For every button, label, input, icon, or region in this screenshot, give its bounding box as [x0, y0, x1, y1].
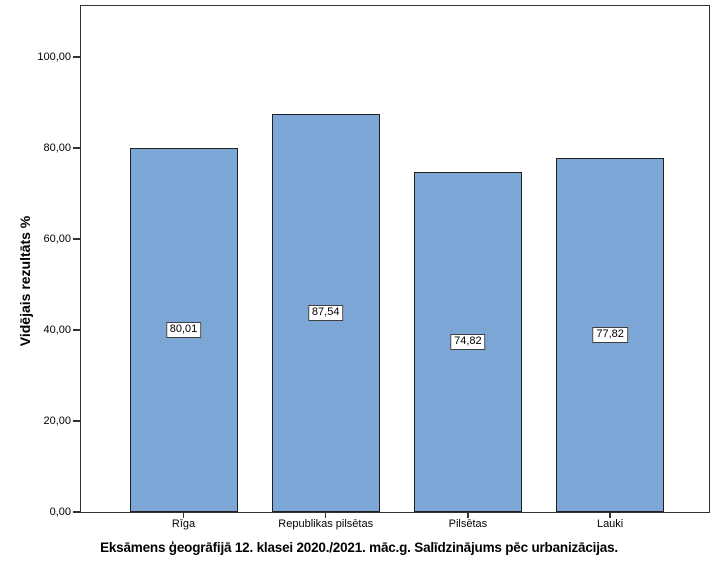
bar-value-label: 87,54 [307, 304, 344, 321]
y-axis-tick-label: 20,00 [43, 415, 71, 427]
y-axis-tick-label: 80,00 [43, 142, 71, 154]
x-axis-category-label: Lauki [596, 518, 624, 530]
y-axis-tick [73, 147, 80, 149]
y-axis-tick-label: 40,00 [43, 324, 71, 336]
y-axis-tick [73, 56, 80, 58]
bar-value-label: 80,01 [165, 321, 202, 338]
y-axis-tick-label: 0,00 [49, 506, 71, 518]
y-axis-tick-label: 100,00 [37, 51, 71, 63]
bar-value-label: 77,82 [592, 326, 628, 343]
x-axis-tick [324, 512, 327, 518]
y-axis-tick [73, 329, 80, 331]
bar-value-label: 74,82 [450, 333, 486, 350]
x-axis-category-label: Pilsētas [448, 518, 488, 530]
chart-title: Eksāmens ģeogrāfijā 12. klasei 2020./202… [100, 540, 618, 555]
x-axis-category-label: Rīga [171, 518, 196, 530]
x-axis-category-label: Republikas pilsētas [278, 518, 374, 530]
y-axis-tick [73, 420, 80, 422]
plot-area: 0,00 20,00 40,00 60,00 80,00 100,00 80,01 Rīga 8… [37, 5, 710, 530]
y-axis-tick [73, 511, 80, 513]
x-axis-tick [182, 512, 185, 518]
x-axis-tick [609, 512, 611, 518]
y-axis-title: Vidējais rezultāts % [17, 215, 33, 347]
x-axis-tick [467, 512, 469, 518]
y-axis-tick [73, 238, 80, 240]
y-axis-tick-label: 60,00 [43, 233, 71, 245]
